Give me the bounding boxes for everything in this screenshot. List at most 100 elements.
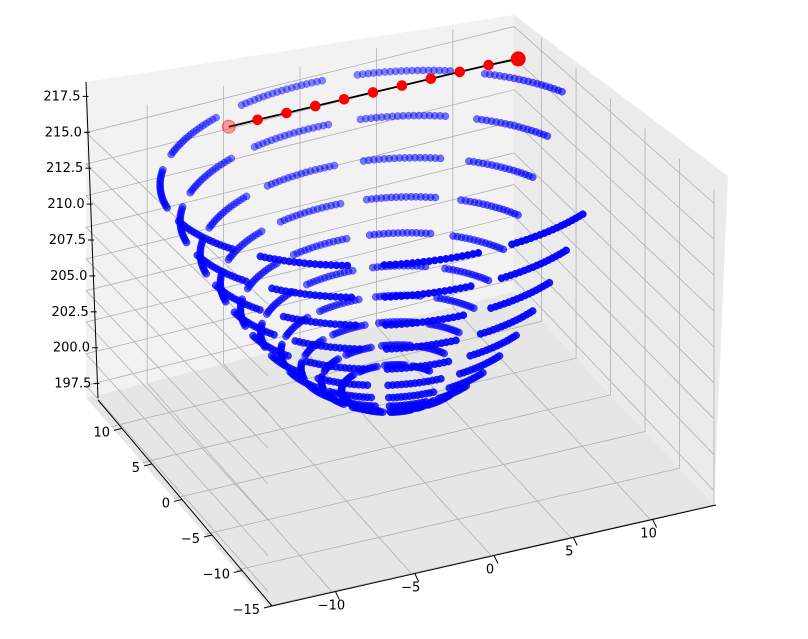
surface-point bbox=[290, 129, 298, 137]
surface-point bbox=[186, 188, 195, 197]
surface-point bbox=[452, 336, 460, 345]
grid-line-z-3 bbox=[85, 184, 715, 485]
back-pane-right bbox=[514, 15, 728, 505]
surface-point bbox=[318, 76, 327, 85]
surface-point bbox=[455, 369, 464, 378]
surface-point bbox=[263, 138, 271, 146]
surface-point bbox=[361, 114, 370, 123]
surface-point bbox=[353, 71, 362, 79]
surface-point bbox=[348, 266, 357, 275]
surface-point bbox=[250, 96, 259, 104]
surface-point bbox=[397, 67, 406, 75]
surface-point bbox=[329, 330, 337, 339]
surface-point bbox=[237, 101, 246, 109]
surface-point bbox=[313, 77, 321, 86]
grid-line-z-1 bbox=[85, 247, 715, 556]
surface-point bbox=[355, 345, 364, 353]
y-tick-mark bbox=[233, 569, 243, 573]
surface-point bbox=[358, 70, 367, 79]
surface-point bbox=[314, 122, 323, 131]
z-tick-label: 217.5 bbox=[43, 89, 80, 104]
surface-point bbox=[297, 81, 306, 90]
z-tick-label: 210.0 bbox=[47, 197, 84, 212]
surface-scatter-points bbox=[156, 66, 587, 417]
path-point bbox=[483, 59, 494, 71]
y-tick-mark bbox=[143, 463, 153, 467]
surface-point bbox=[543, 132, 552, 140]
path-start-point bbox=[510, 51, 526, 67]
surface-point bbox=[361, 321, 369, 329]
path-point bbox=[454, 66, 466, 78]
surface-point bbox=[307, 78, 316, 87]
y-tick-label: −5 bbox=[181, 532, 200, 547]
surface-point bbox=[319, 121, 328, 130]
surface-point bbox=[167, 150, 176, 159]
surface-point bbox=[343, 261, 352, 270]
surface-point bbox=[499, 245, 508, 254]
surface-point bbox=[469, 304, 478, 313]
surface-point bbox=[380, 68, 389, 76]
surface-point bbox=[377, 113, 386, 122]
surface-point bbox=[205, 223, 214, 232]
z-tick-label: 215.0 bbox=[45, 125, 82, 140]
z-tick-label: 200.0 bbox=[53, 341, 90, 356]
surface-point bbox=[250, 143, 259, 151]
surface-point bbox=[282, 85, 291, 94]
surface-point bbox=[369, 69, 378, 77]
x-tick-mark bbox=[572, 537, 578, 546]
surface-point bbox=[440, 349, 449, 358]
y-tick-mark bbox=[203, 534, 213, 538]
surface-point bbox=[372, 113, 381, 122]
surface-point bbox=[276, 217, 285, 226]
surface-point bbox=[484, 276, 493, 285]
y-tick-mark bbox=[173, 498, 183, 502]
grid-line-z-2 bbox=[85, 215, 715, 521]
surface-point bbox=[287, 83, 296, 92]
surface-point bbox=[254, 141, 263, 150]
grid-line-y-1 bbox=[236, 158, 680, 571]
z-tick-label: 212.5 bbox=[46, 161, 83, 176]
grid-line-z-4 bbox=[85, 152, 715, 449]
x-tick-mark bbox=[414, 573, 420, 582]
surface-point bbox=[202, 119, 210, 128]
surface-point bbox=[254, 94, 263, 103]
surface-point bbox=[356, 115, 365, 124]
surface-point bbox=[304, 125, 313, 133]
grid-line-y-3 bbox=[173, 98, 611, 499]
surface-point bbox=[285, 130, 294, 139]
surface-point bbox=[419, 66, 427, 75]
surface-point bbox=[487, 304, 495, 312]
path-point bbox=[252, 114, 263, 126]
surface-point bbox=[259, 92, 268, 101]
surface-point bbox=[422, 397, 430, 406]
surface-point bbox=[441, 112, 450, 121]
surface-point bbox=[324, 120, 333, 129]
x-tick-label: 5 bbox=[565, 544, 573, 559]
surface-point bbox=[497, 274, 506, 283]
surface-point bbox=[437, 374, 445, 383]
surface-point bbox=[364, 69, 373, 78]
surface-point bbox=[302, 80, 311, 88]
surface-point bbox=[508, 240, 516, 249]
surface-point bbox=[402, 66, 411, 75]
surface-point bbox=[316, 307, 324, 316]
surface-point bbox=[289, 250, 298, 259]
surface-point bbox=[273, 88, 282, 96]
path-point bbox=[310, 100, 321, 112]
surface-point bbox=[282, 332, 290, 341]
grid-line-y-2 bbox=[205, 128, 646, 535]
path-end-point bbox=[221, 119, 236, 134]
surface-point bbox=[514, 211, 522, 219]
path-point bbox=[396, 80, 408, 91]
surface-point bbox=[351, 321, 360, 330]
x-tick-label: −5 bbox=[401, 581, 420, 596]
x-axis-ticks: −10 −5 0 5 10 bbox=[318, 519, 658, 614]
grid-lines bbox=[85, 26, 715, 607]
surface-point bbox=[386, 67, 395, 76]
surface-point bbox=[408, 66, 417, 75]
surface-point bbox=[342, 234, 351, 243]
surface-point bbox=[391, 67, 400, 76]
surface-point bbox=[271, 134, 280, 143]
surface-point bbox=[431, 193, 440, 202]
